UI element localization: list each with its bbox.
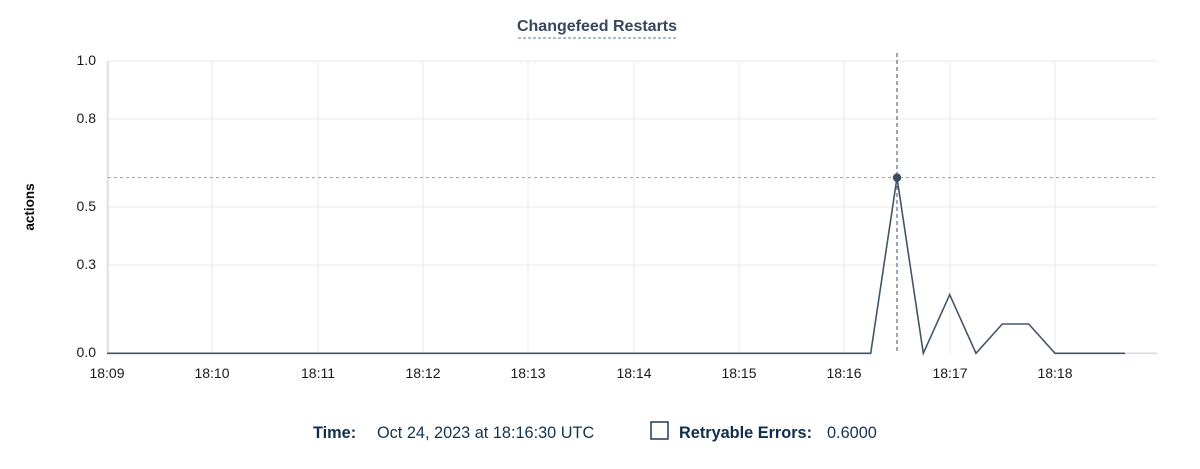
svg-text:Retryable Errors:: Retryable Errors: [679, 424, 812, 442]
svg-text:Oct 24, 2023 at 18:16:30 UTC: Oct 24, 2023 at 18:16:30 UTC [377, 424, 594, 442]
svg-text:18:12: 18:12 [405, 365, 440, 381]
svg-text:Changefeed Restarts: Changefeed Restarts [517, 18, 677, 35]
svg-text:18:17: 18:17 [932, 365, 967, 381]
svg-text:0.6000: 0.6000 [827, 424, 877, 442]
svg-text:18:09: 18:09 [89, 365, 124, 381]
svg-text:18:11: 18:11 [301, 365, 335, 381]
svg-text:18:15: 18:15 [721, 365, 756, 381]
svg-text:Time:: Time: [313, 424, 356, 442]
svg-text:18:13: 18:13 [510, 365, 545, 381]
svg-text:0.8: 0.8 [77, 110, 97, 126]
svg-text:18:14: 18:14 [616, 365, 651, 381]
svg-text:actions: actions [22, 183, 37, 230]
svg-text:18:10: 18:10 [194, 365, 229, 381]
svg-text:1.0: 1.0 [77, 52, 97, 68]
svg-text:0.3: 0.3 [77, 256, 97, 272]
svg-text:0.0: 0.0 [77, 344, 97, 360]
svg-text:18:18: 18:18 [1037, 365, 1072, 381]
svg-text:18:16: 18:16 [826, 365, 861, 381]
svg-text:0.5: 0.5 [77, 198, 97, 214]
